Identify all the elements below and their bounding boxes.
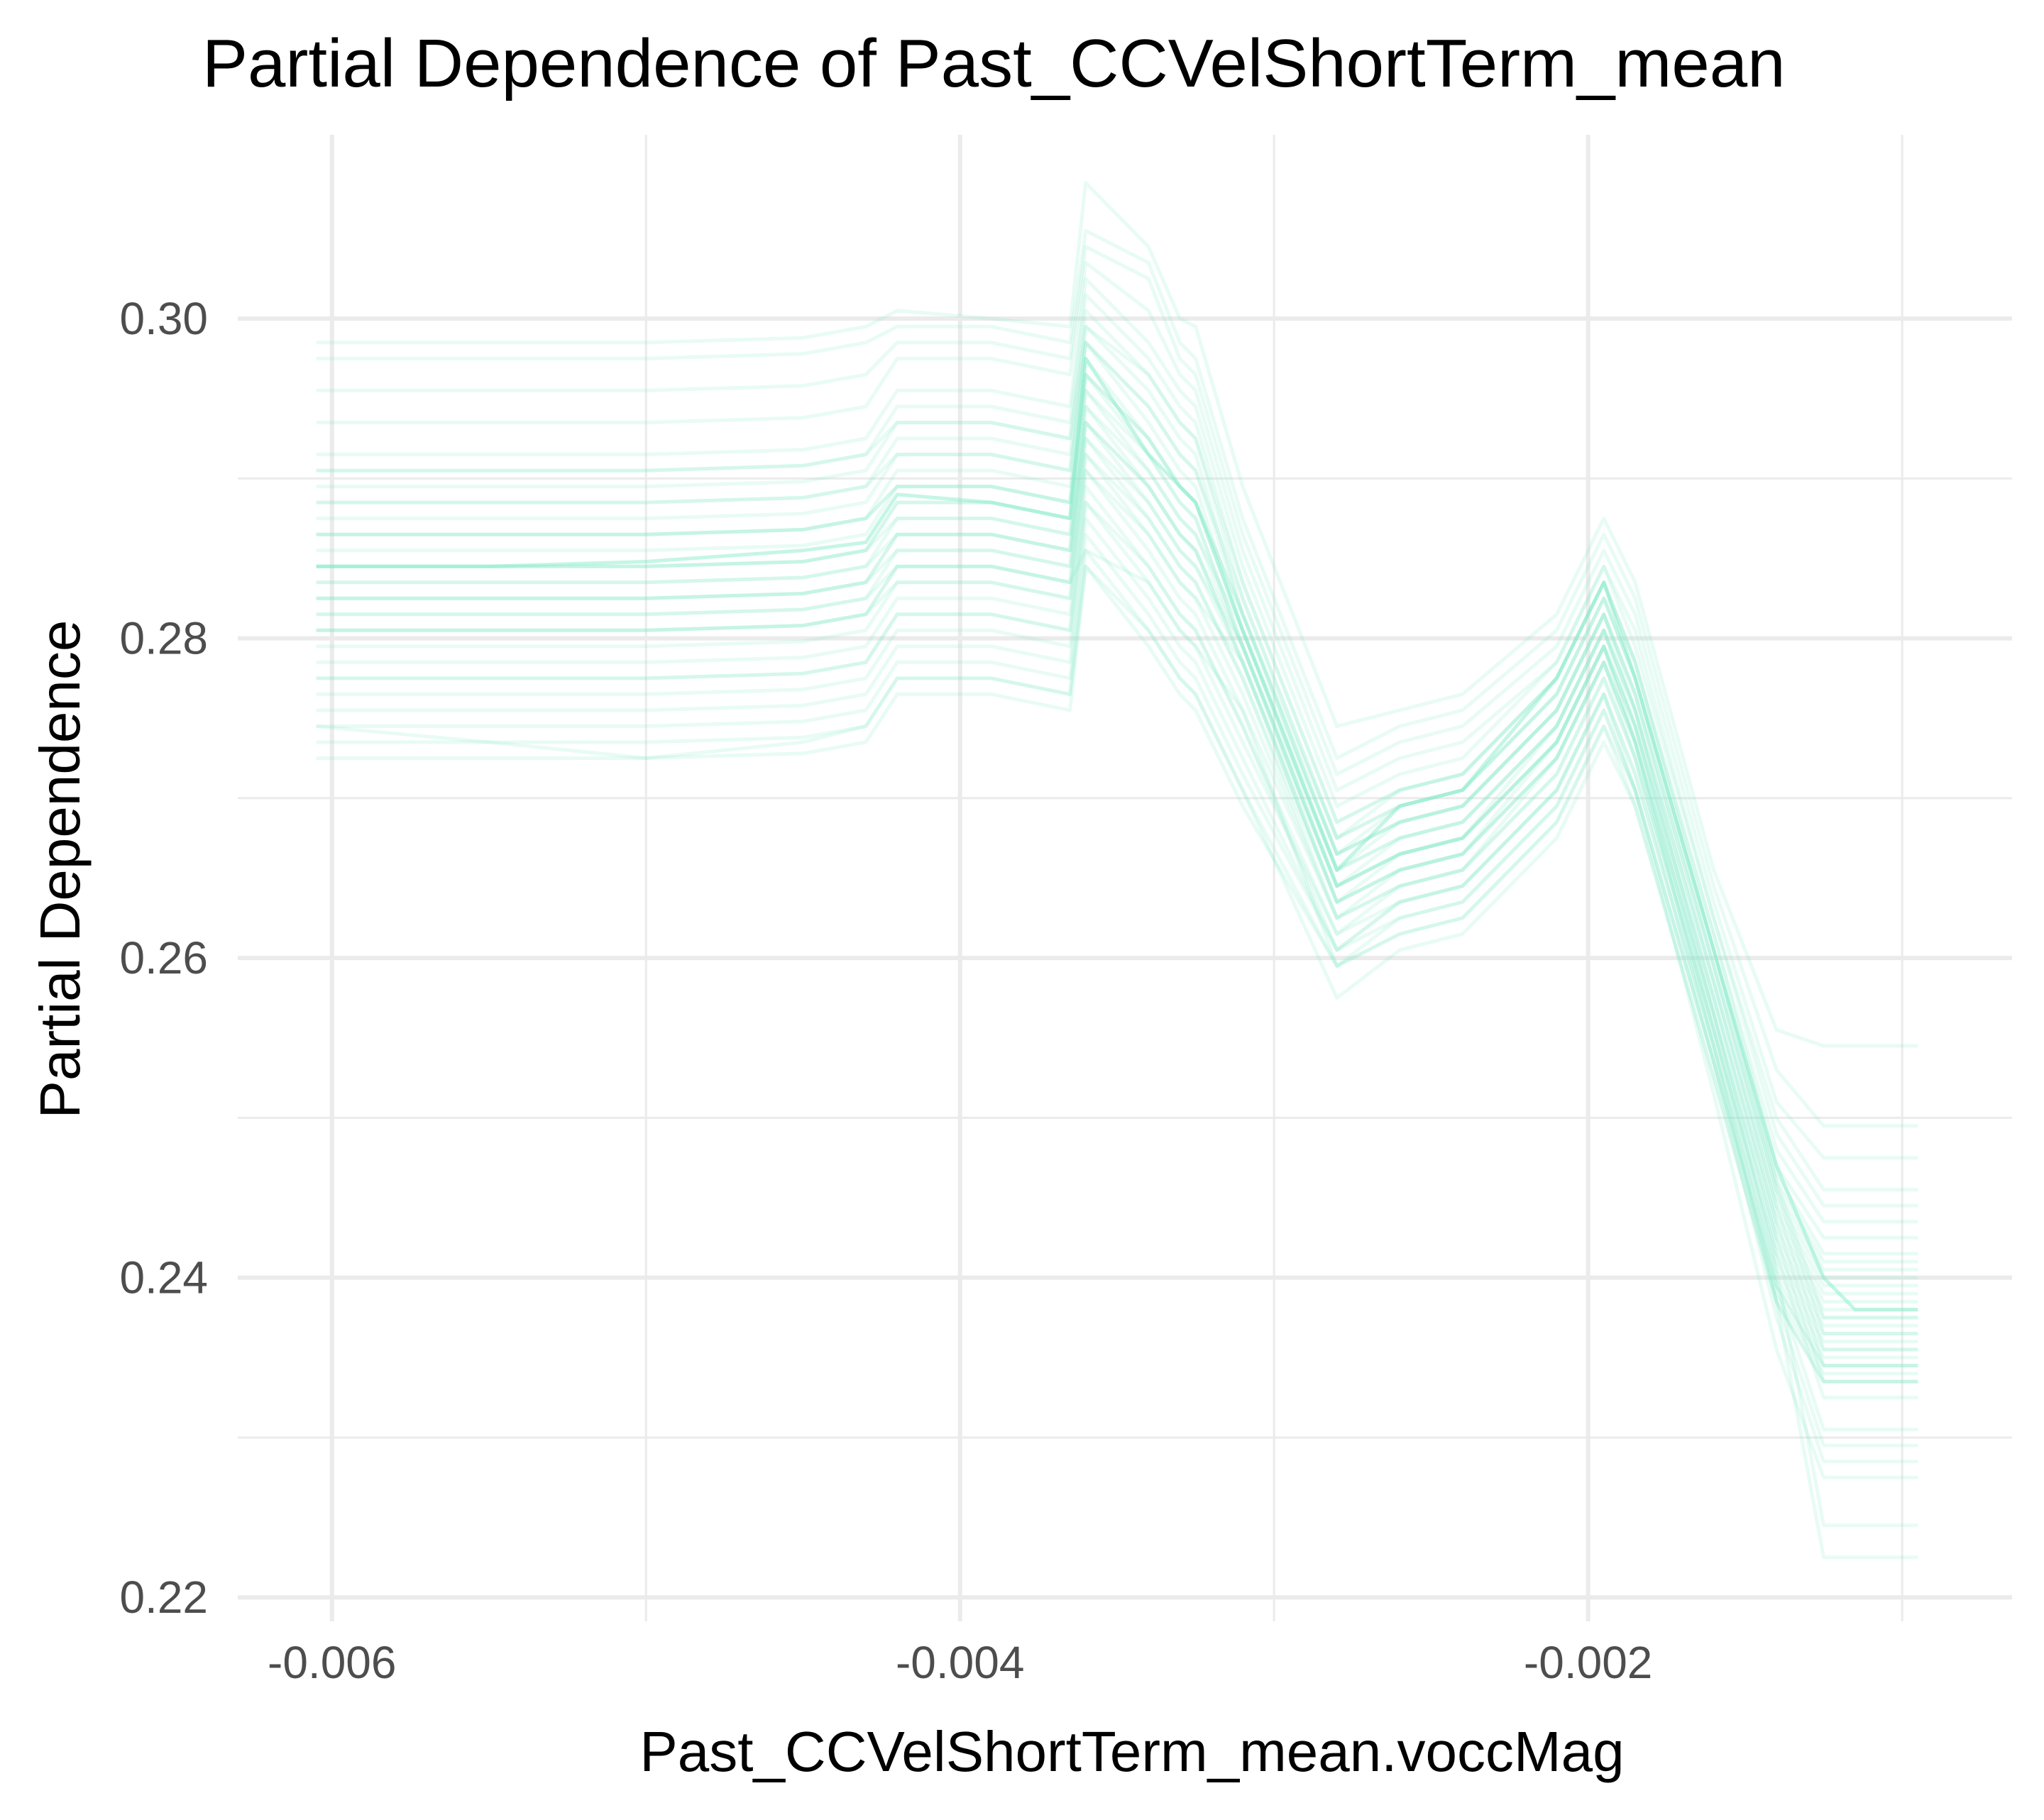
series-line — [316, 356, 1918, 1280]
series-line — [316, 341, 1918, 1264]
series-line — [316, 468, 1918, 1400]
series-line — [316, 341, 1918, 1272]
series-line — [316, 373, 1918, 1528]
series-line — [316, 485, 1918, 1344]
series-line — [316, 388, 1918, 1432]
series-line — [316, 436, 1918, 1384]
series-line — [316, 468, 1918, 1335]
y-tick-label: 0.22 — [119, 1572, 208, 1623]
y-axis-ticks: 0.22 0.24 0.26 0.28 0.30 — [119, 293, 208, 1623]
y-tick-label: 0.26 — [119, 932, 208, 983]
series-line — [316, 421, 1918, 1447]
series-line — [316, 421, 1918, 1312]
series-line — [316, 404, 1918, 1303]
series-line — [316, 517, 1918, 1360]
series-line — [316, 245, 1918, 1160]
series-line — [316, 532, 1918, 1368]
series-line — [316, 436, 1918, 1320]
y-axis-title: Partial Dependence — [28, 620, 92, 1119]
x-axis-title: Past_CCVelShortTerm_mean.voccMag — [639, 1720, 1624, 1783]
series-line — [316, 341, 1918, 1335]
series-line — [316, 324, 1918, 1256]
series-line — [316, 260, 1918, 1192]
y-tick-label: 0.30 — [119, 293, 208, 344]
series-line — [316, 564, 1918, 1384]
series-line — [316, 500, 1918, 1352]
series-line — [316, 356, 1918, 1312]
series-line — [316, 181, 1918, 1048]
series-line — [316, 228, 1918, 1128]
series-line — [316, 500, 1918, 1479]
x-axis-ticks: -0.006 -0.004 -0.002 — [268, 1637, 1652, 1688]
series-line — [316, 548, 1918, 1368]
y-tick-label: 0.24 — [119, 1252, 208, 1303]
y-tick-label: 0.28 — [119, 613, 208, 664]
series-line — [316, 292, 1918, 1224]
series-line — [316, 453, 1918, 1464]
series-line — [316, 453, 1918, 1328]
series-line — [316, 388, 1918, 1296]
series-line — [316, 404, 1918, 1368]
grid-lines — [238, 135, 2012, 1621]
chart-title: Partial Dependence of Past_CCVelShortTer… — [202, 26, 1786, 101]
series-line — [316, 548, 1918, 1376]
x-tick-label: -0.006 — [268, 1637, 396, 1688]
x-tick-label: -0.004 — [896, 1637, 1024, 1688]
series-line — [316, 564, 1918, 1384]
series-line — [316, 373, 1918, 1352]
ice-lines — [316, 181, 1918, 1560]
x-tick-label: -0.002 — [1524, 1637, 1652, 1688]
series-line — [316, 421, 1918, 1560]
series-line — [316, 373, 1918, 1288]
series-line — [316, 277, 1918, 1208]
series-line — [316, 324, 1918, 1320]
series-line — [316, 309, 1918, 1240]
